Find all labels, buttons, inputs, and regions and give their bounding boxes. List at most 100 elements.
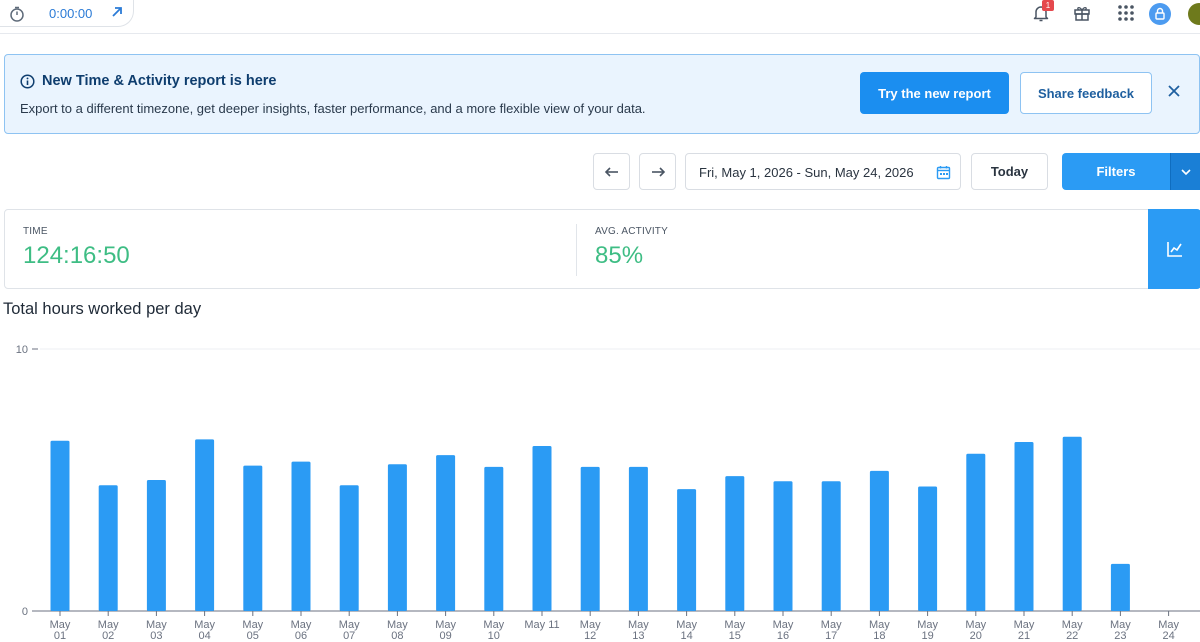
next-period-button[interactable]: [639, 153, 676, 190]
x-tick-label: 23: [1114, 630, 1126, 642]
user-avatar-icon: [1155, 7, 1165, 20]
x-tick-label: May: [821, 619, 842, 631]
x-tick-label: 07: [343, 630, 355, 642]
timer-value: 0:00:00: [49, 6, 93, 21]
x-tick-label: 02: [102, 630, 114, 642]
x-tick-label: May: [724, 619, 745, 631]
x-tick-label: May: [98, 619, 119, 631]
chart-bar: [773, 481, 793, 611]
chart-bar: [869, 470, 889, 611]
x-tick-label: 10: [488, 630, 500, 642]
chart-bar: [821, 481, 841, 611]
x-tick-label: 19: [921, 630, 933, 642]
x-tick-label: May: [917, 619, 938, 631]
chart-bar: [50, 440, 70, 611]
timer-widget[interactable]: 0:00:00: [0, 0, 134, 27]
chart-bar: [628, 466, 648, 611]
chart-view-toggle[interactable]: [1148, 209, 1200, 289]
organization-avatar[interactable]: [1188, 3, 1200, 25]
announcement-banner: New Time & Activity report is here Expor…: [4, 54, 1200, 134]
chart-bar: [484, 466, 504, 611]
try-new-report-button[interactable]: Try the new report: [860, 72, 1009, 114]
summary-divider: [576, 224, 577, 276]
stopwatch-icon[interactable]: [9, 6, 25, 22]
chart-bar: [387, 464, 407, 611]
apps-grid-icon[interactable]: [1116, 3, 1136, 23]
x-tick-label: 22: [1066, 630, 1078, 642]
notification-badge: 1: [1042, 0, 1054, 11]
chart-bar: [98, 485, 118, 611]
x-tick-label: May: [1158, 619, 1179, 631]
today-button[interactable]: Today: [971, 153, 1048, 190]
x-tick-label: May: [580, 619, 601, 631]
chart-bar: [339, 485, 359, 611]
share-feedback-button[interactable]: Share feedback: [1020, 72, 1152, 114]
x-tick-label: 04: [198, 630, 210, 642]
x-tick-label: May: [965, 619, 986, 631]
activity-label: AVG. ACTIVITY: [595, 226, 668, 237]
banner-description: Export to a different timezone, get deep…: [20, 101, 646, 116]
chart-title: Total hours worked per day: [3, 300, 202, 318]
x-tick-label: May: [291, 619, 312, 631]
date-range-picker[interactable]: Fri, May 1, 2026 - Sun, May 24, 2026: [685, 153, 961, 190]
top-bar: 0:00:00 1: [0, 0, 1200, 34]
chart-bar: [532, 445, 552, 611]
x-tick-label: 15: [729, 630, 741, 642]
x-tick-label: May: [242, 619, 263, 631]
x-tick-label: May: [435, 619, 456, 631]
arrow-right-icon: [651, 166, 665, 177]
x-tick-label: May: [387, 619, 408, 631]
x-tick-label: May: [146, 619, 167, 631]
info-icon: [20, 74, 35, 89]
x-tick-label: 09: [439, 630, 451, 642]
x-tick-label: 01: [54, 630, 66, 642]
x-tick-label: May: [869, 619, 890, 631]
chart-bar: [918, 486, 938, 611]
chart-bar: [195, 439, 215, 611]
x-tick-label: May: [339, 619, 360, 631]
filters-dropdown-toggle[interactable]: [1170, 153, 1200, 190]
summary-card: TIME 124:16:50 AVG. ACTIVITY 85%: [4, 209, 1200, 289]
x-tick-label: 17: [825, 630, 837, 642]
x-tick-label: 05: [247, 630, 259, 642]
filters-button[interactable]: Filters: [1062, 153, 1170, 190]
x-tick-label: 14: [680, 630, 692, 642]
user-avatar[interactable]: [1149, 3, 1171, 25]
chart-bar: [677, 489, 697, 611]
x-tick-label: May: [676, 619, 697, 631]
activity-value: 85%: [595, 242, 644, 269]
chart-bar: [291, 461, 311, 611]
x-tick-label: 21: [1018, 630, 1030, 642]
x-tick-label: 12: [584, 630, 596, 642]
x-tick-label: May: [1062, 619, 1083, 631]
gift-icon[interactable]: [1072, 3, 1092, 23]
chart-bar: [725, 476, 745, 611]
x-tick-label: 13: [632, 630, 644, 642]
banner-title: New Time & Activity report is here: [42, 73, 277, 89]
x-tick-label: May: [1014, 619, 1035, 631]
x-tick-label: 06: [295, 630, 307, 642]
open-external-icon[interactable]: [110, 5, 124, 19]
x-tick-label: 20: [970, 630, 982, 642]
x-tick-label: May: [1110, 619, 1131, 631]
x-tick-label: 18: [873, 630, 885, 642]
x-tick-label: May 11: [524, 619, 559, 631]
previous-period-button[interactable]: [593, 153, 630, 190]
chart-bar: [146, 480, 166, 611]
time-value: 124:16:50: [23, 242, 130, 269]
chart-bar: [1062, 436, 1082, 611]
calendar-icon[interactable]: [936, 165, 951, 180]
date-range-value: Fri, May 1, 2026 - Sun, May 24, 2026: [699, 165, 914, 180]
chart-bar: [1014, 442, 1034, 611]
x-tick-label: May: [628, 619, 649, 631]
time-label: TIME: [23, 226, 48, 237]
chart-bar: [436, 455, 456, 611]
chart-bar: [966, 453, 986, 611]
hours-bar-chart: 100May01May02May03May04May05May06May07Ma…: [16, 344, 1200, 642]
close-icon[interactable]: [1167, 84, 1181, 98]
chevron-down-icon: [1180, 168, 1191, 175]
chart-bar: [580, 466, 600, 611]
x-tick-label: May: [50, 619, 71, 631]
chart-bar: [1110, 563, 1130, 611]
x-tick-label: May: [773, 619, 794, 631]
